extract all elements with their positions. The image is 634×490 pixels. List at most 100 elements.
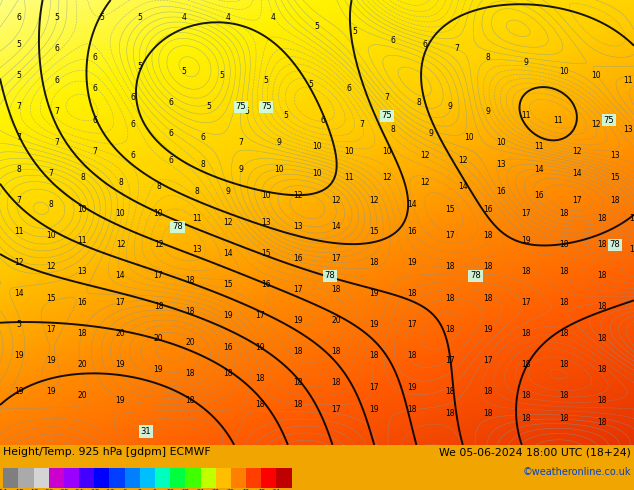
Text: 10: 10 [312,142,322,151]
Text: 13: 13 [293,222,303,231]
Text: 18: 18 [446,263,455,271]
Bar [261,468,276,488]
Text: 19: 19 [407,258,417,267]
Text: 18: 18 [181,489,189,490]
Text: 19: 19 [407,383,417,392]
Text: 18: 18 [484,387,493,396]
Text: 75: 75 [604,116,614,124]
Text: 11: 11 [522,111,531,120]
Text: 78: 78 [172,222,183,231]
Text: 18: 18 [484,294,493,303]
Text: 5: 5 [16,40,22,49]
Text: 19: 19 [46,356,56,365]
Text: 8: 8 [486,53,491,62]
Text: 15: 15 [369,227,379,236]
Text: 16: 16 [77,298,87,307]
Text: 18: 18 [370,351,378,361]
Text: -42: -42 [29,489,39,490]
Text: 19: 19 [369,320,379,329]
Text: 12: 12 [420,151,429,160]
Bar [216,468,231,488]
Text: 17: 17 [445,231,455,240]
Text: 20: 20 [185,338,195,347]
Text: 19: 19 [46,387,56,396]
Text: 5: 5 [353,26,358,36]
Text: 6: 6 [169,98,174,107]
Text: 5: 5 [283,111,288,120]
Text: 17: 17 [331,405,341,414]
Text: 6: 6 [153,489,157,490]
Text: 0: 0 [138,489,142,490]
Text: 8: 8 [118,178,123,187]
Text: 17: 17 [407,320,417,329]
Text: 7: 7 [384,94,389,102]
Text: 13: 13 [77,267,87,276]
Text: 5: 5 [55,13,60,23]
Text: 18: 18 [560,267,569,276]
Text: 75: 75 [382,111,392,120]
Text: 18: 18 [484,409,493,418]
Text: 10: 10 [312,169,322,178]
Text: 6: 6 [55,45,60,53]
Text: 18: 18 [598,418,607,427]
Text: 10: 10 [261,191,271,200]
Text: 15: 15 [223,280,233,289]
Text: 18: 18 [560,360,569,369]
Text: 14: 14 [572,169,582,178]
Text: 18: 18 [186,307,195,316]
Text: 18: 18 [446,387,455,396]
Text: We 05-06-2024 18:00 UTC (18+24): We 05-06-2024 18:00 UTC (18+24) [439,447,631,457]
Text: 18: 18 [186,276,195,285]
Text: -54: -54 [0,489,8,490]
Text: 75: 75 [236,102,246,111]
Text: 6: 6 [169,129,174,138]
Text: 8: 8 [80,173,85,182]
Text: 18: 18 [560,414,569,423]
Text: 18: 18 [294,378,302,387]
Text: -24: -24 [74,489,84,490]
Text: 20: 20 [77,360,87,369]
Text: 18: 18 [332,347,340,356]
Text: 19: 19 [483,325,493,334]
Text: 18: 18 [598,214,607,222]
Text: 11: 11 [78,236,87,245]
Text: 18: 18 [522,414,531,423]
Text: 7: 7 [55,138,60,147]
Text: 5: 5 [207,102,212,111]
Text: 18: 18 [446,325,455,334]
Text: 5: 5 [308,80,313,89]
Text: 14: 14 [115,271,126,280]
Text: -6: -6 [122,489,127,490]
Text: 24: 24 [197,489,205,490]
Text: 17: 17 [445,356,455,365]
Text: 10: 10 [591,71,601,80]
Text: 5: 5 [314,22,320,31]
Text: 6: 6 [93,53,98,62]
Text: 36: 36 [227,489,235,490]
Bar [3,468,18,488]
Text: 8: 8 [156,182,161,192]
Text: 18: 18 [598,365,607,374]
Bar [94,468,110,488]
Text: 8: 8 [200,160,205,169]
Text: 10: 10 [382,147,392,156]
Text: 5: 5 [137,13,142,23]
Text: 18: 18 [598,240,607,249]
Text: 10: 10 [46,231,56,240]
Bar [200,468,216,488]
Text: 19: 19 [369,405,379,414]
Text: 15: 15 [445,205,455,214]
Bar [276,468,292,488]
Text: 17: 17 [255,311,265,320]
Text: 12: 12 [154,240,163,249]
Text: 14: 14 [407,200,417,209]
Text: 13: 13 [191,245,202,254]
Text: 75: 75 [261,102,271,111]
Text: 18: 18 [522,392,531,400]
Text: 7: 7 [454,45,459,53]
Text: 9: 9 [524,58,529,67]
Text: 6: 6 [93,116,98,124]
Text: 8: 8 [391,124,396,134]
Bar [155,468,170,488]
Text: 11: 11 [192,214,201,222]
